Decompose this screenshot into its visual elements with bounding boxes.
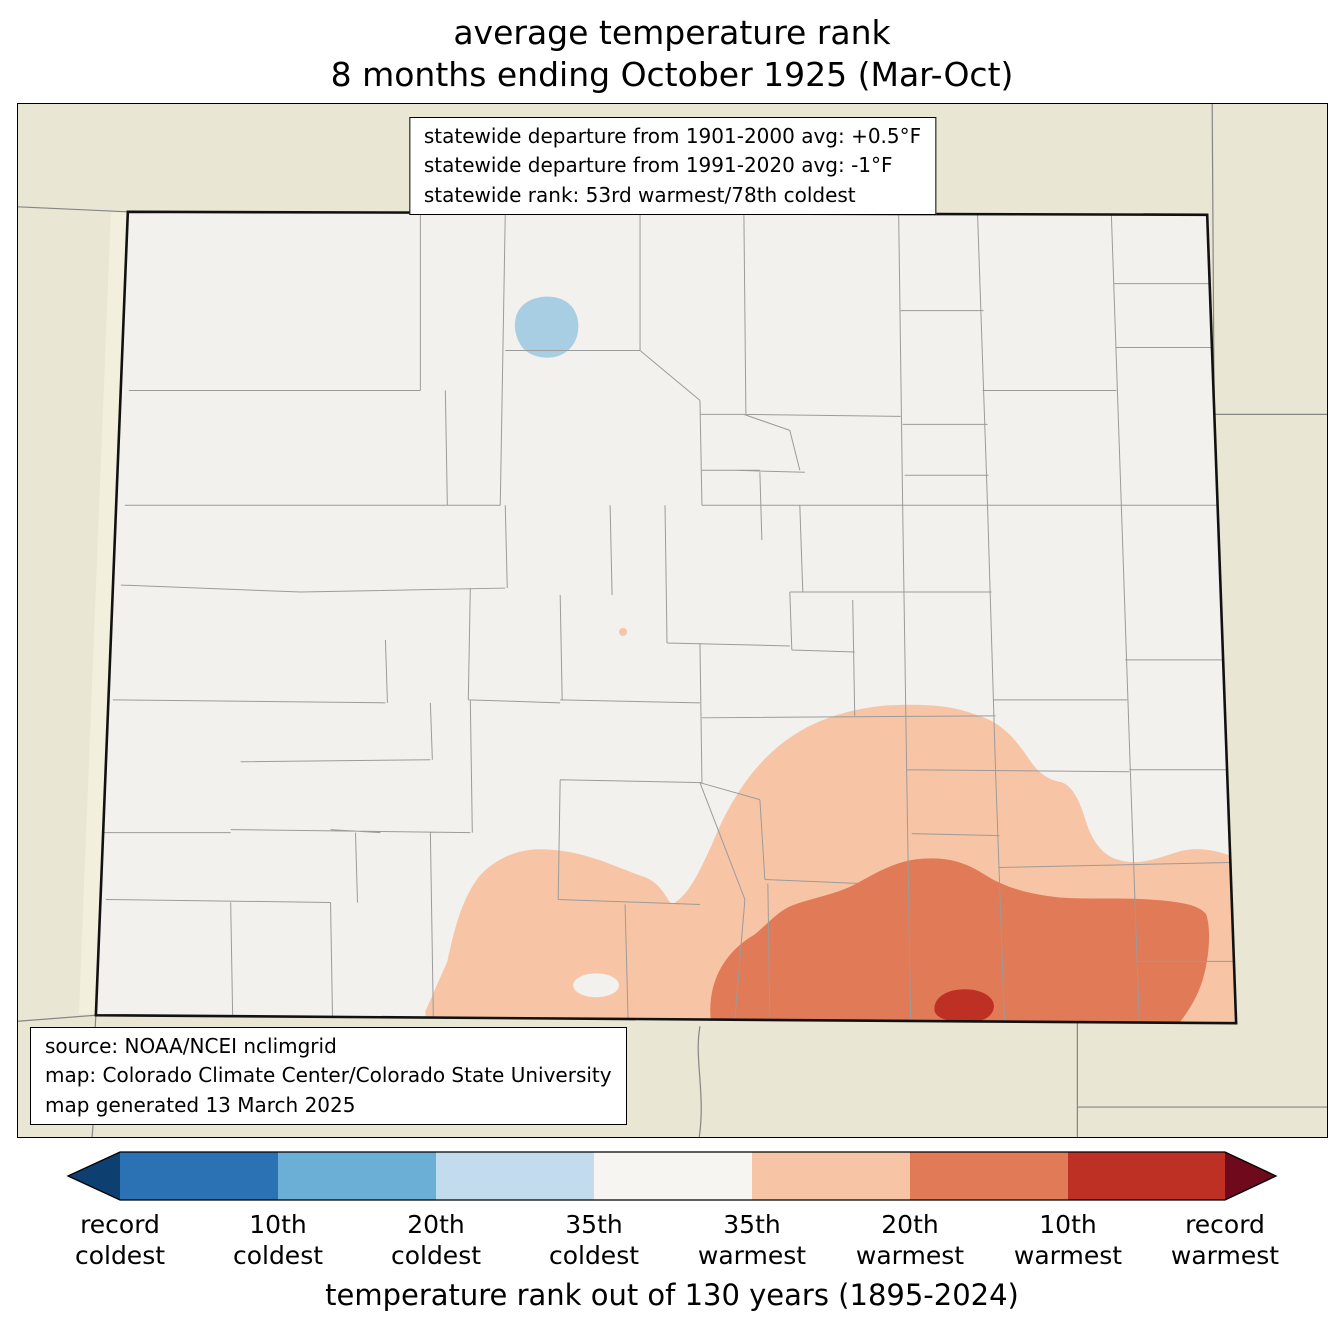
colorbar-segment-1 — [120, 1152, 278, 1200]
stats-line-2: statewide departure from 1991-2020 avg: … — [423, 153, 893, 178]
stats-line-3: statewide rank: 53rd warmest/78th coldes… — [423, 182, 856, 207]
legend-label-35th-warmest: 35th warmest — [697, 1210, 807, 1270]
cool-region — [514, 296, 579, 358]
colorbar-segment-3 — [436, 1152, 594, 1200]
colorbar-outline — [66, 1151, 1278, 1201]
colorado-map-svg — [18, 104, 1327, 1137]
colorbar-segment-4 — [594, 1152, 752, 1200]
colorbar-right-arrow — [1225, 1152, 1276, 1200]
legend-label-20th-warmest: 20th warmest — [855, 1210, 965, 1270]
neighbor-state-lines — [18, 104, 1327, 1137]
page-title-line1: average temperature rank — [453, 13, 891, 52]
legend-caption: temperature rank out of 130 years (1895-… — [325, 1278, 1019, 1312]
legend-label-10th-coldest: 10th coldest — [232, 1210, 324, 1270]
colorbar — [66, 1151, 1278, 1201]
colorbar-segment-5 — [752, 1152, 910, 1200]
legend-label-record-warmest: record warmest — [1170, 1210, 1280, 1270]
legend-label-20th-coldest: 20th coldest — [390, 1210, 482, 1270]
warm-region-moderate — [710, 858, 1210, 1024]
warm-region-extreme — [934, 989, 994, 1023]
page-title-line2: 8 months ending October 1925 (Mar-Oct) — [330, 55, 1014, 95]
legend-label-record-coldest: record coldest — [74, 1210, 166, 1270]
source-box: source: NOAA/NCEI nclimgrid map: Colorad… — [30, 1026, 627, 1125]
legend-label-10th-warmest: 10th warmest — [1013, 1210, 1123, 1270]
colorbar-segment-7 — [1068, 1152, 1225, 1200]
county-boundaries — [102, 213, 1234, 1023]
utah-border-band — [78, 212, 128, 1015]
colorbar-segment-2 — [278, 1152, 436, 1200]
rank-regions — [425, 296, 1237, 1024]
warm-speck — [619, 627, 628, 636]
colorbar-left-arrow — [68, 1152, 120, 1200]
source-line-2: map: Colorado Climate Center/Colorado St… — [45, 1063, 612, 1088]
colorbar-segment-6 — [910, 1152, 1068, 1200]
legend-label-35th-coldest: 35th coldest — [548, 1210, 640, 1270]
neutral-island — [573, 973, 620, 998]
map-frame: statewide departure from 1901-2000 avg: … — [17, 103, 1328, 1138]
page-title: average temperature rank 8 months ending… — [0, 12, 1344, 96]
stats-line-1: statewide departure from 1901-2000 avg: … — [423, 124, 922, 148]
stats-box: statewide departure from 1901-2000 avg: … — [408, 117, 937, 216]
source-line-3: map generated 13 March 2025 — [45, 1092, 356, 1117]
source-line-1: source: NOAA/NCEI nclimgrid — [45, 1033, 337, 1058]
